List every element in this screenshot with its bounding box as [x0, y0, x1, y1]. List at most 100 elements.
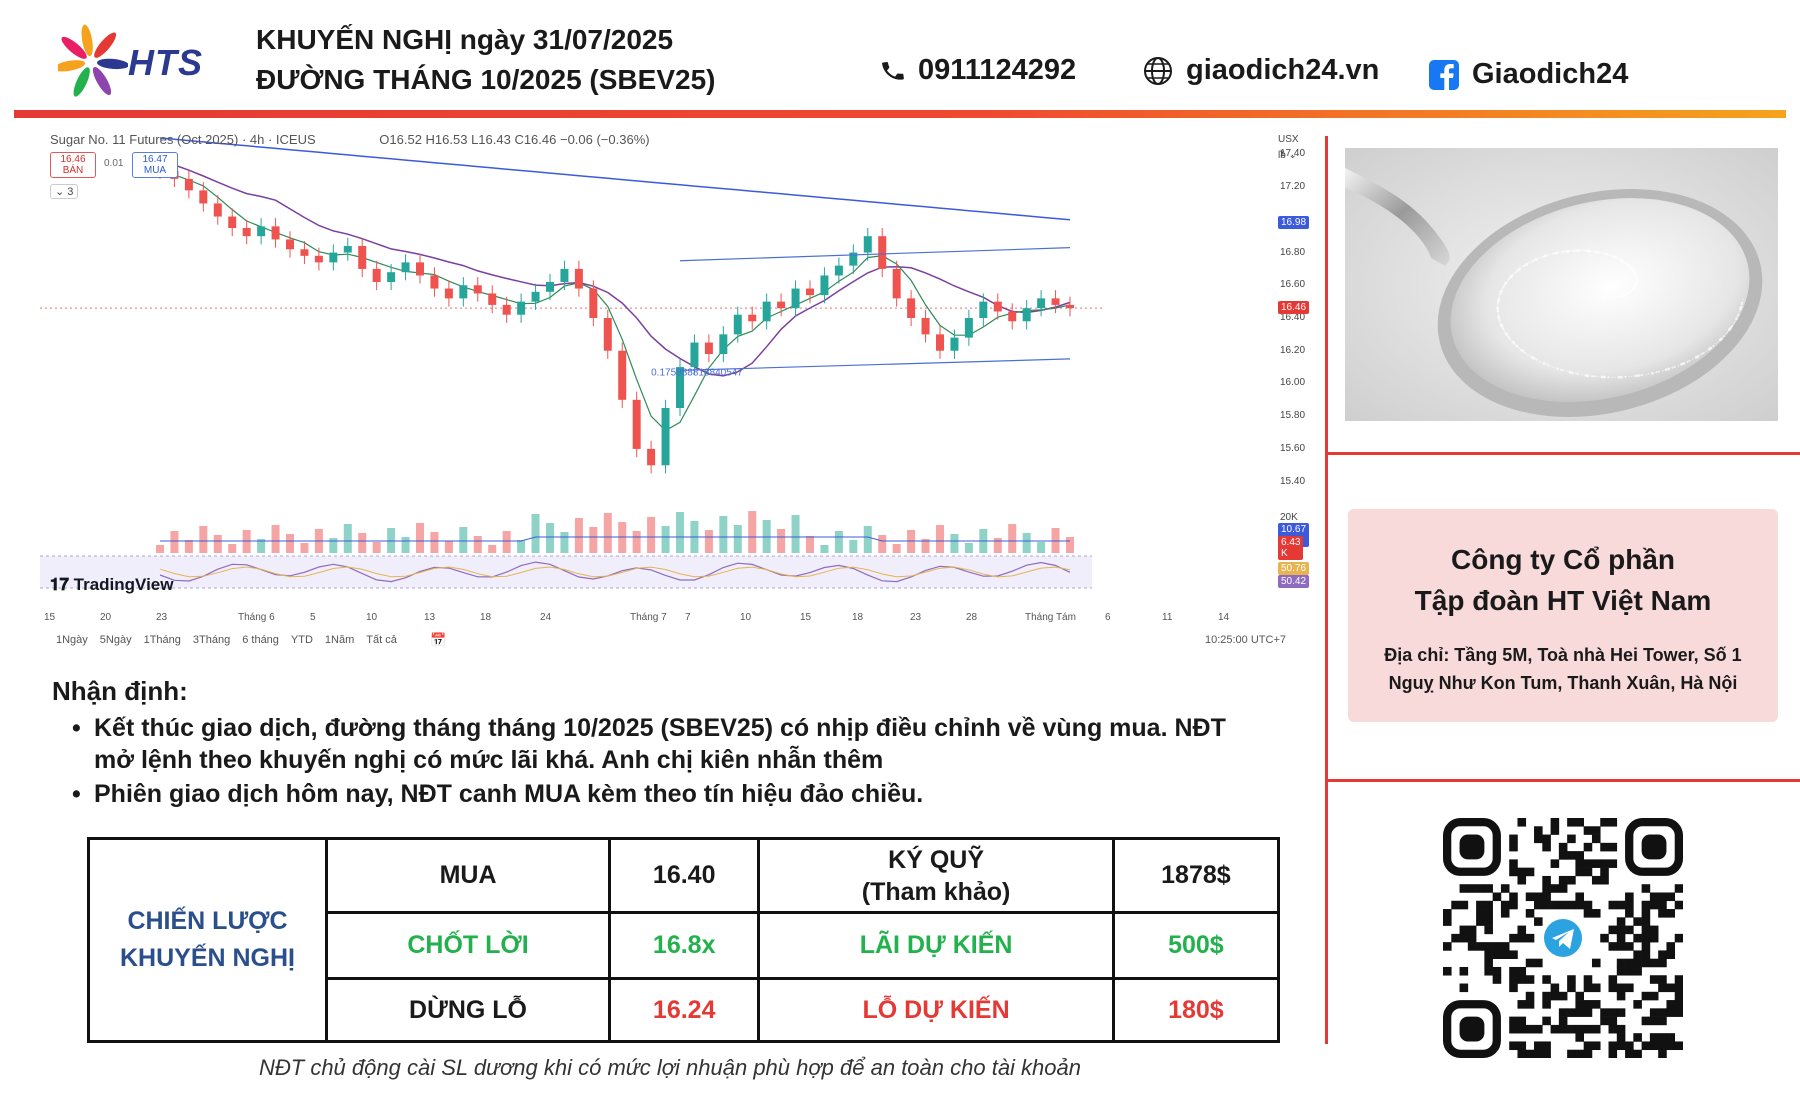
facebook-icon [1429, 59, 1459, 90]
range-button[interactable]: Tất cả [366, 634, 397, 646]
candle [950, 337, 959, 351]
strategy-label-line-1: CHIẾN LƯỢC [127, 907, 288, 935]
volume-bar [603, 513, 612, 553]
expected-profit-amount: 500$ [1111, 911, 1281, 980]
channel-upper-line [679, 247, 1071, 262]
margin-label: KÝ QUỸ (Tham khảo) [757, 837, 1115, 914]
range-button[interactable]: 1Tháng [143, 634, 181, 646]
price-tick-label: 16.40 [1280, 312, 1306, 323]
volume-bar [676, 512, 684, 553]
volume-bar [271, 525, 280, 553]
candle [618, 350, 627, 400]
candle [647, 448, 656, 466]
volume-bar [184, 540, 193, 553]
ma-mid-line [159, 160, 1071, 377]
volume-bar [213, 535, 222, 553]
channel-lower-line [679, 358, 1071, 371]
price-tick-label: 16.00 [1280, 377, 1306, 389]
candle [907, 298, 916, 318]
strategy-label: CHIẾN LƯỢC KHUYẾN NGHỊ [87, 837, 328, 1043]
buy-button[interactable]: 16.47 MUA [132, 152, 178, 178]
analysis-bullets: • Kết thúc giao dịch, đường tháng tháng … [72, 712, 1307, 812]
chart-time: 10:25:00 UTC+7 [1204, 634, 1286, 646]
range-button[interactable]: 5Ngày [99, 634, 132, 646]
indicator-toggle[interactable]: ⌄ 3 [50, 184, 79, 199]
candle [661, 408, 670, 466]
price-tick-label: 17.20 [1280, 181, 1306, 193]
candle [1008, 311, 1017, 322]
volume-bar [1037, 542, 1046, 553]
range-button[interactable]: 3Tháng [192, 634, 231, 646]
sugar-spoon-image [1345, 148, 1778, 421]
candle [878, 236, 887, 269]
candle [892, 268, 901, 299]
time-tick-label: 18 [852, 612, 864, 623]
oscillator-badge: 50.42 [1278, 575, 1310, 588]
website-link[interactable]: giaodich24.vn [1142, 54, 1379, 87]
candle [213, 203, 222, 217]
candle [531, 291, 540, 302]
candle [603, 318, 612, 351]
currency-selector[interactable]: USX ⌄ [1278, 134, 1299, 156]
bullet-2-text: Phiên giao dịch hôm nay, NĐT canh MUA kè… [94, 780, 924, 808]
candle [199, 190, 208, 204]
page-title: KHUYẾN NGHỊ ngày 31/07/2025 ĐƯỜNG THÁNG … [256, 20, 715, 100]
volume-bar [546, 523, 554, 553]
range-button[interactable]: YTD [290, 634, 313, 646]
ma-long-badge: 16.98 [1278, 216, 1310, 230]
buy-label: MUA [143, 165, 167, 176]
globe-icon [1144, 56, 1172, 85]
range-button[interactable]: 6 tháng [242, 634, 279, 646]
unit-selector[interactable]: lb ⌄ [1278, 150, 1297, 161]
volume-bar [574, 518, 583, 553]
volume-bar [1066, 537, 1074, 553]
margin-amount: 1878$ [1111, 837, 1281, 914]
right-panel-divider [1325, 136, 1328, 1044]
tradingview-text: TradingView [73, 575, 174, 594]
candle [719, 334, 728, 354]
candle [300, 249, 309, 256]
indicator-count: 3 [67, 186, 74, 198]
calendar-icon[interactable]: 📅 [430, 632, 447, 647]
spread-value: 0.01 [104, 158, 124, 169]
telegram-qr-code[interactable] [1443, 818, 1684, 1059]
footnote: NĐT chủ động cài SL dương khi có mức lợi… [259, 1055, 1081, 1080]
tradingview-logo[interactable]: 𝟏𝟕 TradingView [50, 575, 173, 595]
volume-bar [950, 534, 959, 553]
facebook-text: Giaodich24 [1472, 58, 1629, 90]
range-button[interactable]: 1Ngày [56, 634, 88, 646]
volume-bar [820, 545, 829, 553]
volume-bar [791, 515, 800, 553]
symbol-label: Sugar No. 11 Futures (Oct 2025) · 4h · I… [50, 132, 316, 147]
candle [589, 288, 598, 318]
candle [993, 301, 1002, 312]
range-button[interactable]: 1Năm [324, 634, 355, 646]
margin-label-line-2: (Tham khảo) [861, 877, 1011, 906]
right-divider-2 [1325, 779, 1800, 782]
website-text: giaodich24.vn [1186, 54, 1380, 86]
time-tick-label: Tháng Tám [1025, 612, 1076, 623]
candle [286, 239, 294, 250]
table-row: CHỐT LỜI 16.8x LÃI DỰ KIẾN 500$ [89, 911, 1281, 980]
candle [358, 246, 367, 269]
ma-long-line [159, 137, 1071, 221]
phone-contact[interactable]: 0911124292 [880, 54, 1076, 87]
price-chart[interactable]: 0.175988818840547 Sugar No. 11 Futures (… [40, 128, 1310, 656]
volume-bar [257, 539, 266, 553]
volume-bar [300, 543, 309, 553]
buy-price-cell: 16.40 [608, 837, 761, 914]
expected-loss-amount: 180$ [1111, 977, 1281, 1043]
candle [704, 342, 713, 354]
expected-loss-label: LỖ DỰ KIẾN [757, 977, 1115, 1043]
ma-short-line [159, 170, 1071, 432]
volume-bar [228, 544, 237, 553]
company-name: Công ty Cổ phần Tập đoàn HT Việt Nam [1348, 539, 1778, 621]
sell-button[interactable]: 16.46 BÁN [50, 152, 96, 178]
volume-bar [459, 527, 468, 553]
volume-bar [430, 532, 439, 553]
time-tick-label: 23 [910, 612, 922, 623]
facebook-link[interactable]: Giaodich24 [1428, 58, 1628, 91]
candle [257, 226, 266, 237]
right-divider-1 [1325, 452, 1800, 455]
volume-ma-line [160, 536, 1070, 542]
